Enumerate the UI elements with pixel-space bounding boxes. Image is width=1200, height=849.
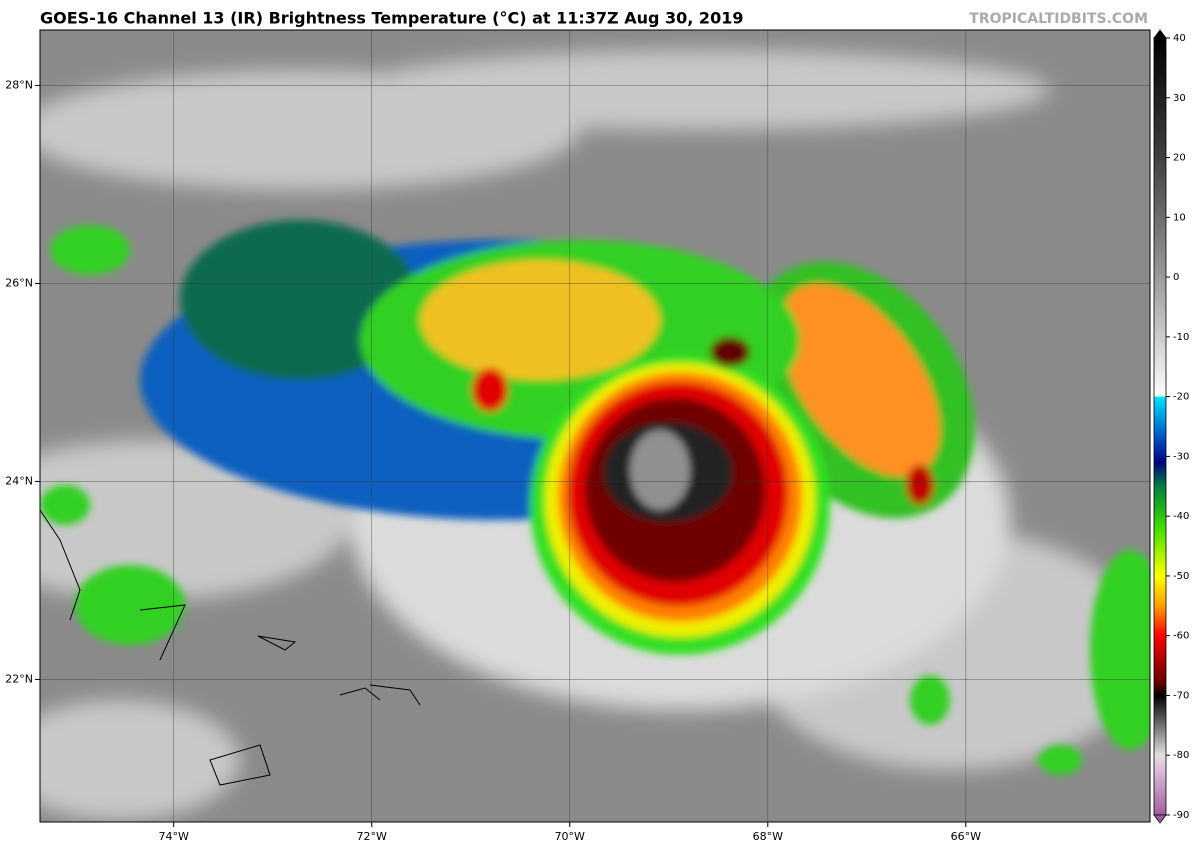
colorbar-tick-label: -80 xyxy=(1173,750,1189,761)
imagery xyxy=(40,30,1150,822)
colorbar-tick-label: -20 xyxy=(1173,392,1189,403)
title: GOES-16 Channel 13 (IR) Brightness Tempe… xyxy=(40,9,743,28)
colorbar-scale xyxy=(1153,37,1167,816)
x-tick-label: 72°W xyxy=(357,830,387,843)
y-tick-label: 28°N xyxy=(5,78,33,91)
credit: TROPICALTIDBITS.COM xyxy=(969,11,1148,27)
x-tick-label: 74°W xyxy=(158,830,188,843)
colorbar-extend xyxy=(1153,814,1167,824)
colorbar-tick-label: -70 xyxy=(1173,690,1189,701)
colorbar-tick-label: 10 xyxy=(1173,212,1186,223)
colorbar-tick-label: -40 xyxy=(1173,511,1189,522)
x-tick-label: 70°W xyxy=(555,830,585,843)
colorbar: 40 30 20 10 0 -10 -20 -30 -40 -50 -60 -70 -80 -90 xyxy=(1153,29,1189,824)
graticule: 74°W 72°W 70°W 68°W 66°W 22°N 24°N 26°N 28°N xyxy=(5,30,1150,843)
colorbar-tick-label: -50 xyxy=(1173,571,1189,582)
x-tick-label: 68°W xyxy=(753,830,783,843)
colorbar-tick-label: -90 xyxy=(1173,810,1189,821)
map-frame xyxy=(39,29,1151,823)
colorbar-tick-label: 40 xyxy=(1173,33,1186,44)
y-tick-label: 26°N xyxy=(5,276,33,289)
y-tick-label: 22°N xyxy=(5,672,33,685)
colorbar-tick-label: -60 xyxy=(1173,631,1189,642)
x-tick-label: 66°W xyxy=(951,830,981,843)
y-tick-label: 24°N xyxy=(5,474,33,487)
colorbar-tick-label: -10 xyxy=(1173,332,1189,343)
colorbar-tick-label: 0 xyxy=(1173,272,1179,283)
colorbar-tick-label: -30 xyxy=(1173,451,1189,462)
colorbar-tick-label: 20 xyxy=(1173,153,1186,164)
colorbar-extend xyxy=(1153,29,1167,39)
colorbar-tick-label: 30 xyxy=(1173,93,1186,104)
